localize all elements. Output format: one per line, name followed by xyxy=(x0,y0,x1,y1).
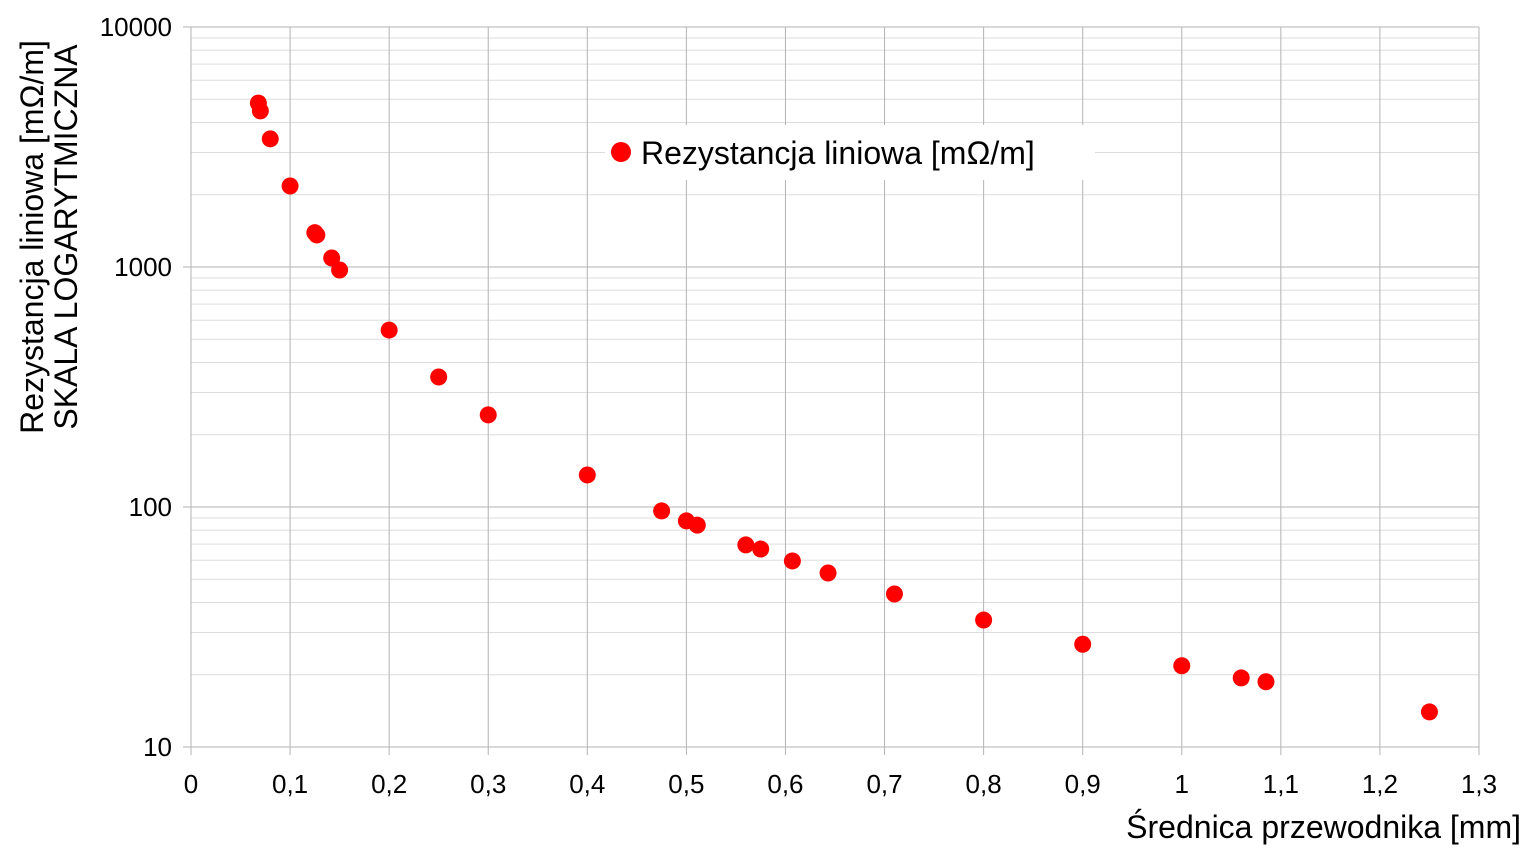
x-tick-label: 1,3 xyxy=(1461,769,1497,799)
data-point xyxy=(323,249,341,267)
data-point xyxy=(1257,673,1275,691)
data-point xyxy=(251,102,269,120)
data-point xyxy=(331,261,349,279)
data-point xyxy=(752,540,770,558)
data-point xyxy=(430,368,448,386)
data-point xyxy=(308,226,326,244)
x-axis-label: Średnica przewodnika [mm] xyxy=(1126,809,1521,845)
x-tick-label: 0,4 xyxy=(569,769,605,799)
x-tick-label: 0,8 xyxy=(966,769,1002,799)
legend-background xyxy=(605,125,1095,180)
data-point xyxy=(479,406,497,424)
data-point xyxy=(380,321,398,339)
y-axis-label: Rezystancja liniowa [mΩ/m] SKALA LOGARYT… xyxy=(14,40,84,434)
data-point xyxy=(1173,657,1191,675)
y-tick-label: 100 xyxy=(129,492,172,522)
y-axis-label-line2: SKALA LOGARYTMICZNA xyxy=(48,44,84,430)
data-point xyxy=(281,177,299,195)
x-tick-label: 0,5 xyxy=(668,769,704,799)
x-tick-label: 1,2 xyxy=(1362,769,1398,799)
data-point xyxy=(578,466,596,484)
axes xyxy=(183,26,1480,755)
data-point xyxy=(688,516,706,534)
data-point xyxy=(737,536,755,554)
x-tick-label: 1,1 xyxy=(1263,769,1299,799)
data-point xyxy=(783,552,801,570)
x-tick-label: 0 xyxy=(184,769,198,799)
data-point xyxy=(819,564,837,582)
data-points xyxy=(249,94,1438,721)
legend-marker xyxy=(611,142,631,162)
data-point xyxy=(885,585,903,603)
y-tick-labels: 10 100 1000 10000 xyxy=(100,12,172,762)
data-point xyxy=(261,130,279,148)
x-tick-label: 0,3 xyxy=(470,769,506,799)
y-tick-label: 10000 xyxy=(100,12,172,42)
x-tick-label: 0,9 xyxy=(1065,769,1101,799)
data-point xyxy=(1420,703,1438,721)
x-tick-labels: 0 0,1 0,2 0,3 0,4 0,5 0,6 0,7 0,8 0,9 1 1,1 1,2 1,3 xyxy=(184,769,1497,799)
y-tick-label: 1000 xyxy=(114,252,172,282)
data-point xyxy=(1232,669,1250,687)
data-point xyxy=(1074,635,1092,653)
x-tick-label: 0,7 xyxy=(866,769,902,799)
x-tick-label: 0,2 xyxy=(371,769,407,799)
legend: Rezystancja liniowa [mΩ/m] xyxy=(605,125,1095,180)
legend-label: Rezystancja liniowa [mΩ/m] xyxy=(641,135,1035,171)
y-axis-label-line1: Rezystancja liniowa [mΩ/m] xyxy=(14,40,50,434)
y-tick-label: 10 xyxy=(143,732,172,762)
x-tick-label: 0,1 xyxy=(272,769,308,799)
data-point xyxy=(975,611,993,629)
x-tick-label: 1 xyxy=(1175,769,1189,799)
x-tick-label: 0,6 xyxy=(767,769,803,799)
data-point xyxy=(653,502,671,520)
